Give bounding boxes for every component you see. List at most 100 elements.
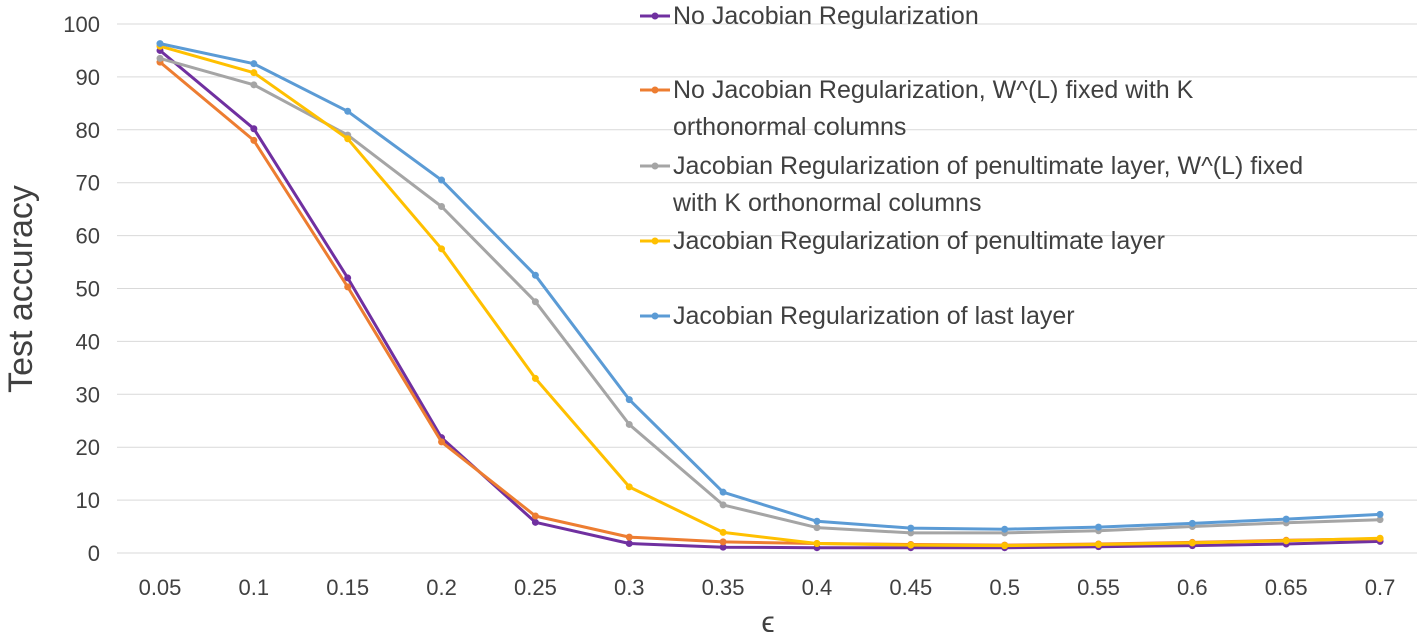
y-tick-label: 90	[76, 65, 100, 90]
legend-entry: Jacobian Regularization of penultimate l…	[640, 152, 1303, 217]
data-point	[625, 420, 633, 428]
legend-label: No Jacobian Regularization, W^(L) fixed …	[673, 76, 1194, 104]
gridlines	[117, 23, 1417, 554]
data-point	[813, 539, 821, 547]
data-point	[438, 438, 446, 446]
x-tick-label: 0.05	[139, 575, 182, 600]
data-point	[625, 396, 633, 404]
data-point	[719, 501, 727, 509]
y-tick-label: 50	[76, 277, 100, 302]
y-tick-label: 60	[76, 224, 100, 249]
x-axis-title: ϵ	[761, 606, 774, 639]
data-point	[344, 107, 352, 115]
x-tick-label: 0.45	[889, 575, 932, 600]
legend: No Jacobian Regularization No Jacobian Re…	[640, 2, 1303, 330]
series-line	[158, 56, 1382, 535]
legend-label: Jacobian Regularization of last layer	[673, 302, 1075, 330]
y-tick-label: 10	[76, 488, 100, 513]
legend-swatch-marker	[651, 237, 659, 245]
data-point	[1001, 525, 1009, 533]
series-line	[158, 42, 1382, 531]
data-point	[625, 539, 633, 547]
data-point	[250, 125, 258, 133]
y-tick-label: 0	[88, 541, 100, 566]
y-tick-label: 30	[76, 382, 100, 407]
data-point	[813, 517, 821, 525]
legend-swatch-marker	[651, 12, 659, 20]
x-tick-label: 0.7	[1365, 575, 1396, 600]
legend-entry: Jacobian Regularization of penultimate l…	[640, 227, 1165, 255]
data-point	[719, 543, 727, 551]
x-tick-label: 0.6	[1177, 575, 1208, 600]
data-point	[1376, 516, 1384, 524]
data-point	[156, 40, 164, 48]
legend-label: orthonormal columns	[673, 113, 906, 141]
x-tick-label: 0.5	[989, 575, 1020, 600]
data-point	[250, 136, 258, 144]
legend-entry: No Jacobian Regularization, W^(L) fixed …	[640, 76, 1194, 141]
x-tick-label: 0.65	[1265, 575, 1308, 600]
series-4	[156, 42, 1384, 550]
data-point	[813, 524, 821, 532]
legend-swatch-marker	[651, 162, 659, 170]
y-tick-label: 80	[76, 118, 100, 143]
y-axis-title: Test accuracy	[2, 185, 40, 393]
y-tick-label: 100	[63, 12, 100, 37]
x-axis-ticks: 0.05 0.1 0.15 0.2 0.25 0.3 0.35 0.4 0.45 0.5 0.55 0…	[139, 575, 1396, 600]
data-point	[344, 135, 352, 143]
data-point	[719, 488, 727, 496]
series-line	[158, 44, 1382, 548]
y-tick-label: 20	[76, 435, 100, 460]
data-point	[625, 483, 633, 491]
y-axis-ticks: 0 10 20 30 40 50 60 70 80 90 100	[63, 12, 100, 566]
data-point	[344, 274, 352, 282]
data-point	[156, 54, 164, 62]
data-point	[250, 60, 258, 68]
data-point	[344, 283, 352, 291]
legend-entry: Jacobian Regularization of last layer	[640, 302, 1075, 330]
legend-swatch-marker	[651, 86, 659, 94]
data-point	[1376, 510, 1384, 518]
data-point	[907, 524, 915, 532]
data-point	[250, 81, 258, 89]
data-point	[531, 271, 539, 279]
x-tick-label: 0.15	[326, 575, 369, 600]
series-lines	[156, 40, 1384, 552]
y-tick-label: 40	[76, 329, 100, 354]
data-point	[625, 533, 633, 541]
series-5	[156, 40, 1384, 533]
data-point	[531, 518, 539, 526]
legend-entry: No Jacobian Regularization	[640, 2, 979, 30]
legend-label: Jacobian Regularization of penultimate l…	[673, 152, 1303, 180]
x-tick-label: 0.55	[1077, 575, 1120, 600]
legend-label: Jacobian Regularization of penultimate l…	[673, 227, 1165, 255]
x-tick-label: 0.2	[426, 575, 457, 600]
x-tick-label: 0.1	[239, 575, 270, 600]
data-point	[719, 538, 727, 546]
data-point	[1188, 519, 1196, 527]
legend-swatch-marker	[651, 312, 659, 320]
legend-label: with K orthonormal columns	[672, 189, 981, 217]
data-point	[1095, 523, 1102, 531]
data-point	[531, 512, 539, 520]
data-point	[719, 528, 727, 536]
data-point	[1188, 539, 1196, 547]
data-point	[438, 203, 446, 211]
legend-label: No Jacobian Regularization	[673, 2, 979, 30]
data-point	[907, 541, 915, 549]
data-point	[250, 69, 258, 77]
data-point	[1095, 541, 1102, 549]
data-point	[531, 374, 539, 382]
data-point	[438, 245, 446, 253]
data-point	[1282, 537, 1290, 545]
x-tick-label: 0.4	[802, 575, 833, 600]
x-tick-label: 0.3	[614, 575, 645, 600]
data-point	[1282, 515, 1290, 523]
data-point	[531, 298, 539, 306]
x-tick-label: 0.25	[514, 575, 557, 600]
data-point	[438, 176, 446, 184]
y-tick-label: 70	[76, 171, 100, 196]
series-line	[158, 49, 1382, 550]
data-point	[1376, 534, 1384, 542]
